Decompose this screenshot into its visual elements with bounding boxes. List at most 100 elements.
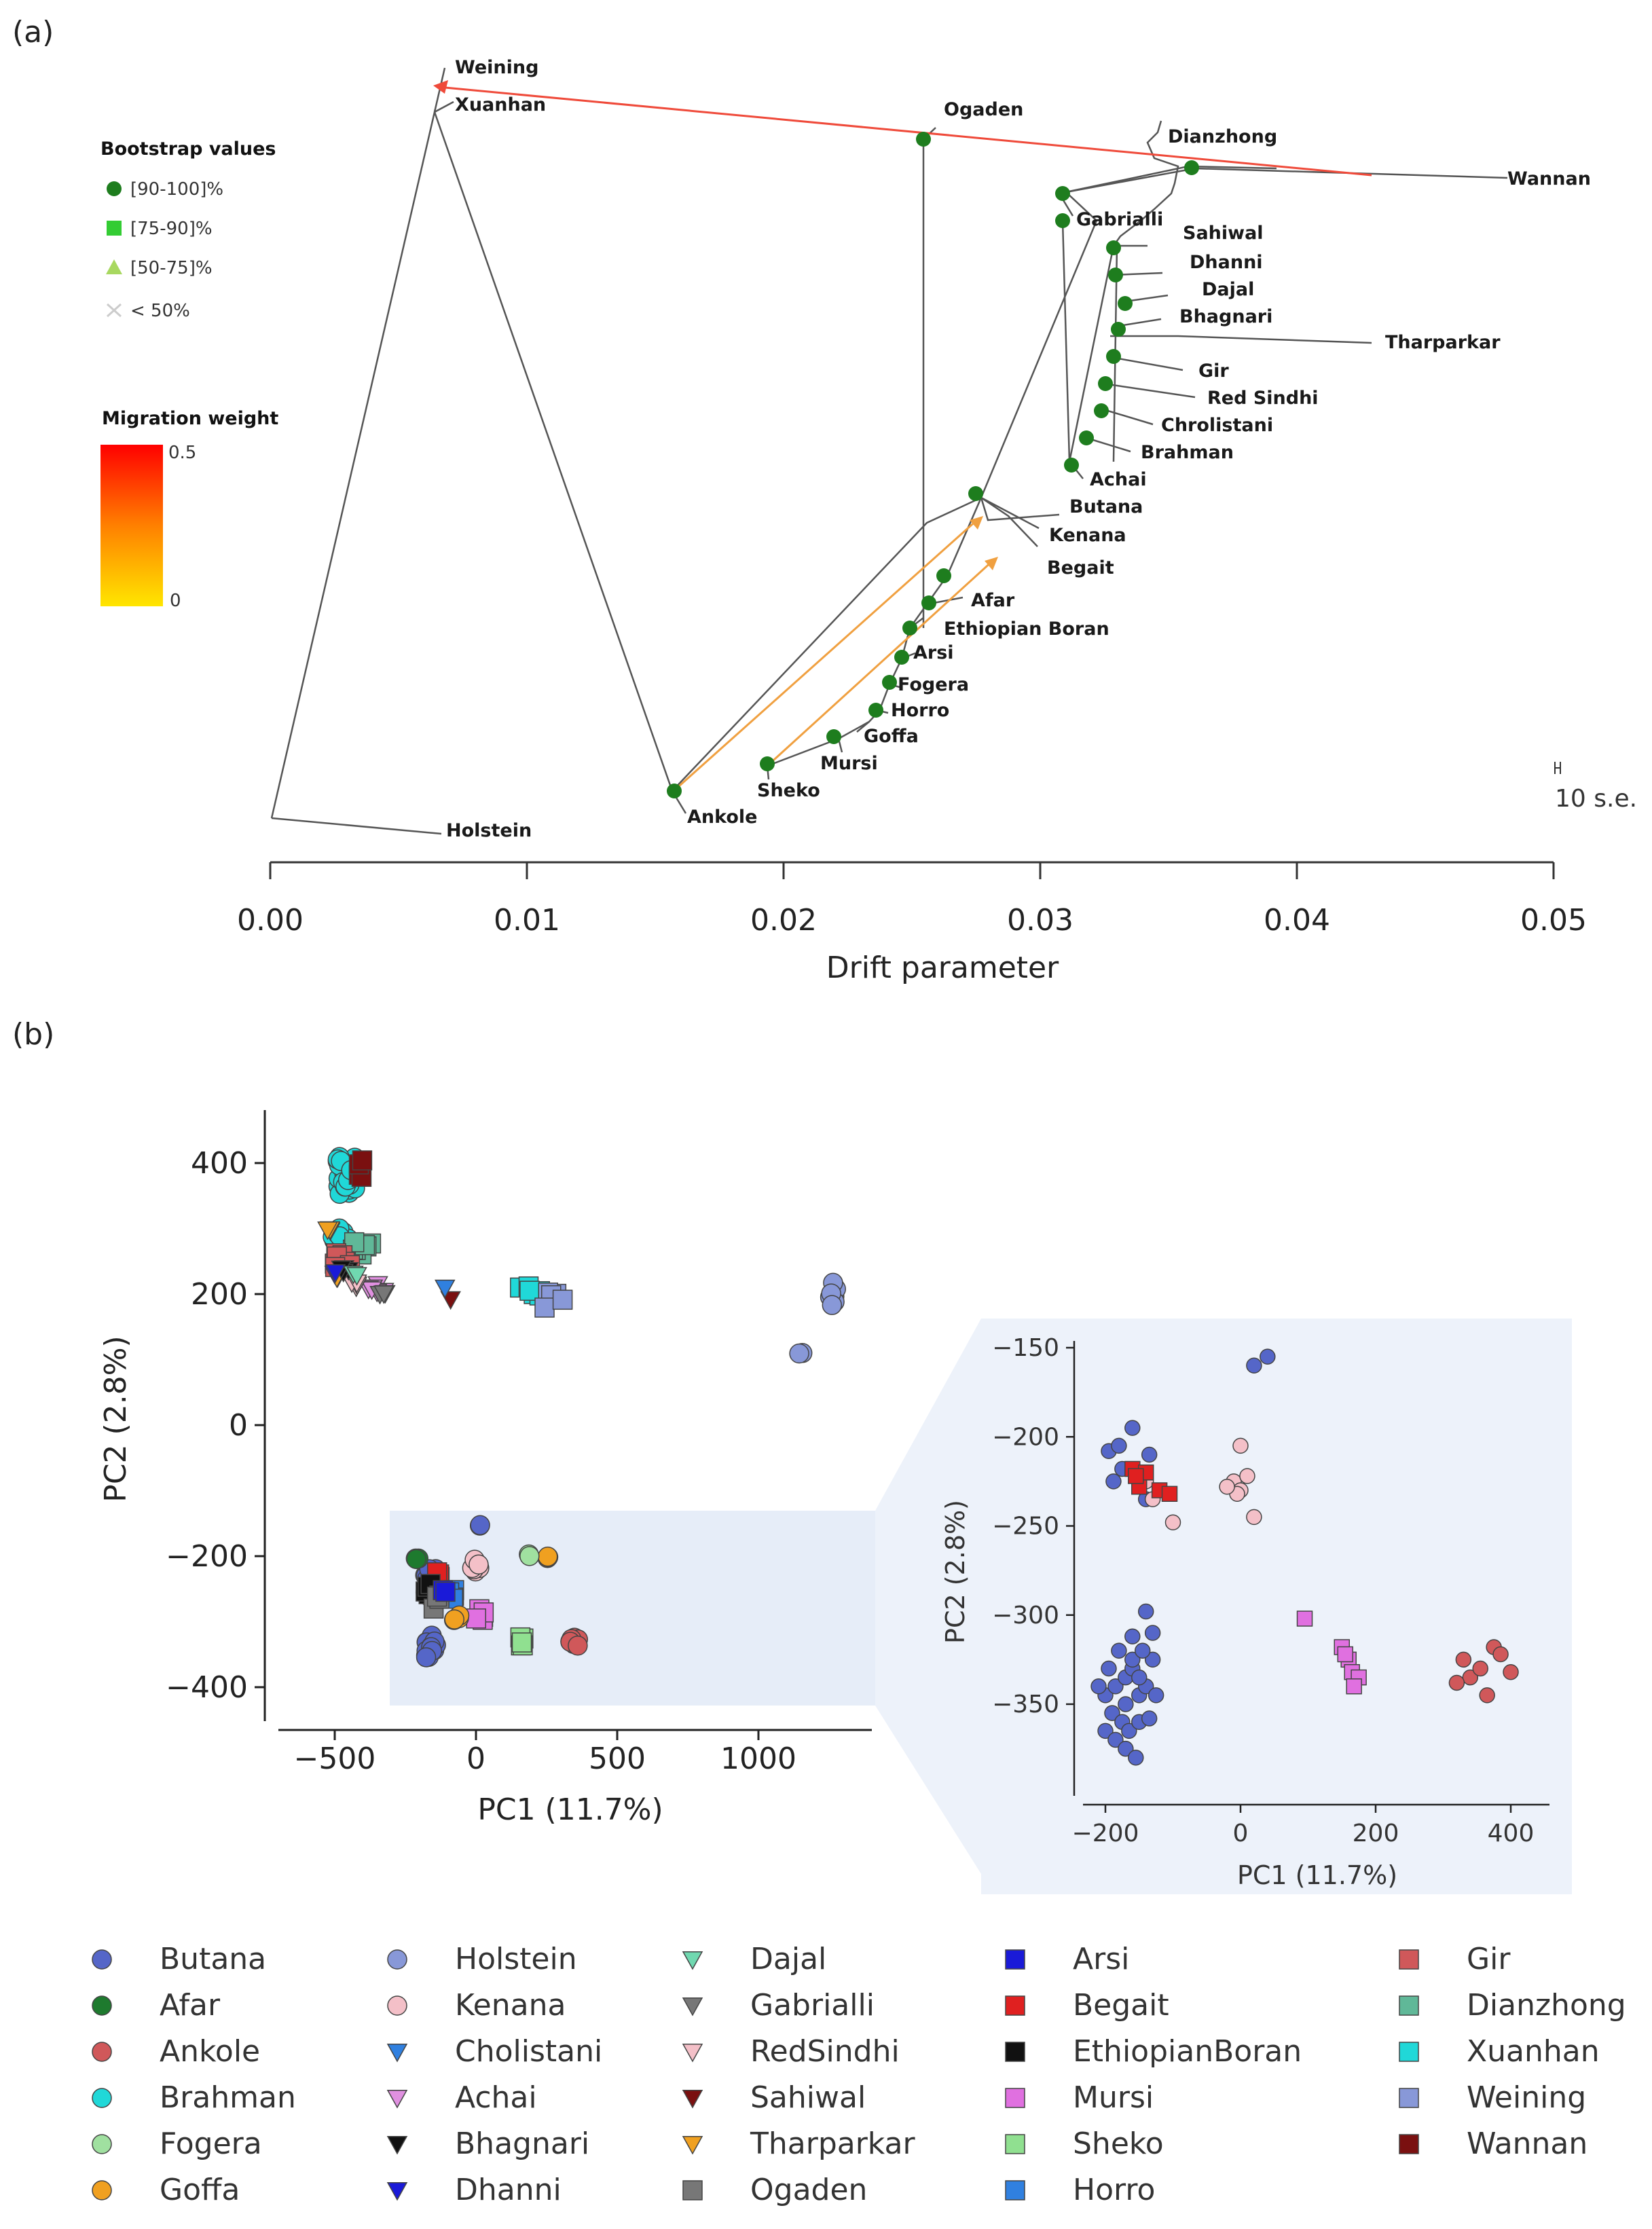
legend-label: Goffa [160, 2173, 240, 2207]
tree-node [1094, 403, 1109, 418]
inset-point-butana [1107, 1731, 1124, 1748]
leaf-label: Red Sindhi [1207, 388, 1319, 409]
branch-redsindhi-tip [1103, 382, 1196, 399]
tree-node [882, 675, 897, 690]
legend-marker [386, 2182, 408, 2201]
legend-label: Fogera [160, 2126, 262, 2161]
inset-point-butana [1144, 1625, 1161, 1641]
legend-marker [1005, 2088, 1025, 2108]
bootstrap-legend: Bootstrap values [90-100]% [75-90]% [50-… [100, 139, 276, 321]
leaf-label: Goffa [864, 726, 919, 747]
pca-main-plot: PC1 (11.7%) PC2 (2.8%) −500 0 500 1000 400 20… [98, 1110, 872, 1827]
legend-label: Gabrialli [750, 1988, 875, 2023]
legend-item-bhagnari: Bhagnari [386, 2126, 589, 2161]
legend-marker [1399, 1949, 1419, 1970]
inset-point-begait [1161, 1486, 1178, 1502]
legend-item-ankole: Ankole [92, 2034, 260, 2069]
tree-branches [270, 67, 1508, 835]
tree-node [1108, 268, 1123, 282]
inset-point-butana [1124, 1420, 1141, 1436]
migration-legend: Migration weight 0.5 0 [100, 408, 278, 611]
branch-holstein [271, 817, 442, 835]
inset-y-tick-label: −200 [992, 1423, 1059, 1451]
pca-point-arsi [435, 1581, 456, 1602]
pca-point-cholistani [435, 1279, 456, 1299]
inset-point-ankole [1462, 1669, 1479, 1686]
pca-y-tick-label: 400 [191, 1146, 248, 1181]
drift-axis-tick-label: 0.01 [494, 903, 560, 938]
inset-point-butana [1111, 1642, 1127, 1659]
pca-y-tick-label: −400 [166, 1670, 248, 1705]
drift-axis-tick-label: 0.05 [1520, 903, 1587, 938]
pca-point-dhanni [325, 1264, 346, 1283]
legend-label: Dhanni [455, 2173, 562, 2207]
branch-chain [270, 109, 1508, 819]
inset-point-butana [1141, 1446, 1158, 1463]
inset-point-butana [1118, 1740, 1134, 1757]
leaf-label: Ethiopian Boran [944, 619, 1109, 640]
legend-item-horro: Horro [1005, 2173, 1155, 2207]
legend-marker [386, 2090, 408, 2109]
pca-x-title: PC1 (11.7%) [477, 1792, 663, 1827]
panel-b-label: (b) [12, 1017, 54, 1052]
leaf-label: Dajal [1202, 279, 1254, 300]
inset-point-mursi [1296, 1610, 1313, 1627]
pca-point-butana [416, 1647, 437, 1668]
inset-point-butana [1131, 1669, 1148, 1686]
inset-point-butana [1111, 1437, 1127, 1454]
legend-marker [682, 2090, 703, 2109]
tree-node [868, 703, 883, 718]
branch-xuanhan [434, 100, 454, 113]
tree-node [1106, 240, 1121, 255]
tree-node [1055, 186, 1070, 201]
inset-point-butana [1137, 1603, 1154, 1620]
pca-y-tick-label: 200 [191, 1277, 248, 1312]
legend-item-wannan: Wannan [1399, 2126, 1587, 2161]
legend-item-cholistani: Cholistani [386, 2034, 602, 2069]
inset-point-butana [1260, 1348, 1276, 1365]
legend-label: Holstein [455, 1942, 577, 1976]
legend-marker [1005, 2134, 1025, 2154]
legend-marker [387, 1995, 407, 2016]
legend-item-begait: Begait [1005, 1988, 1169, 2023]
legend-marker [92, 2134, 112, 2154]
leaf-label: Tharparkar [1385, 332, 1501, 353]
pca-points [317, 1147, 846, 1668]
legend-triangle-marker [106, 259, 122, 274]
inset-point-butana [1134, 1642, 1151, 1659]
inset-point-ankole [1472, 1660, 1488, 1677]
legend-label: Afar [160, 1988, 221, 2023]
scale-bar-label: 10 s.e. [1555, 785, 1637, 813]
pca-point-butana [470, 1515, 490, 1536]
treemix-tree: Weining Xuanhan Ogaden Dianzhong Wannan … [270, 57, 1591, 841]
migration-ankole-butana [673, 518, 978, 792]
legend-marker [92, 1949, 112, 1970]
migration-edges [433, 80, 1372, 792]
leaf-label: Butana [1069, 496, 1143, 517]
pca-x-tick-label: 500 [589, 1742, 646, 1776]
legend-marker [92, 2088, 112, 2108]
leaf-label: Kenana [1049, 525, 1126, 546]
inset-point-kenana [1239, 1468, 1255, 1484]
pca-point-mursi [466, 1608, 486, 1629]
bootstrap-nodes [667, 132, 1199, 798]
legend-marker [682, 2044, 703, 2063]
inset-x-title: PC1 (11.7%) [1237, 1860, 1397, 1890]
pca-x-tick-label: 1000 [720, 1742, 796, 1776]
inset-point-butana [1246, 1357, 1262, 1374]
pca-point-goffa [537, 1546, 558, 1567]
inset-points [1090, 1348, 1519, 1766]
leaf-label: Mursi [820, 753, 878, 774]
leaf-label: Horro [891, 700, 949, 721]
inset-point-butana [1105, 1473, 1122, 1490]
legend-label: Ankole [160, 2034, 260, 2069]
legend-label: Mursi [1073, 2080, 1154, 2115]
legend-label: Horro [1073, 2173, 1155, 2207]
inset-point-butana [1121, 1723, 1137, 1739]
tree-node [1079, 430, 1094, 445]
inset-point-butana [1118, 1696, 1134, 1712]
leaf-label: Begait [1047, 557, 1114, 578]
legend-label: Wannan [1467, 2126, 1587, 2161]
inset-point-mursi [1337, 1646, 1353, 1663]
legend-label: RedSindhi [750, 2034, 900, 2069]
